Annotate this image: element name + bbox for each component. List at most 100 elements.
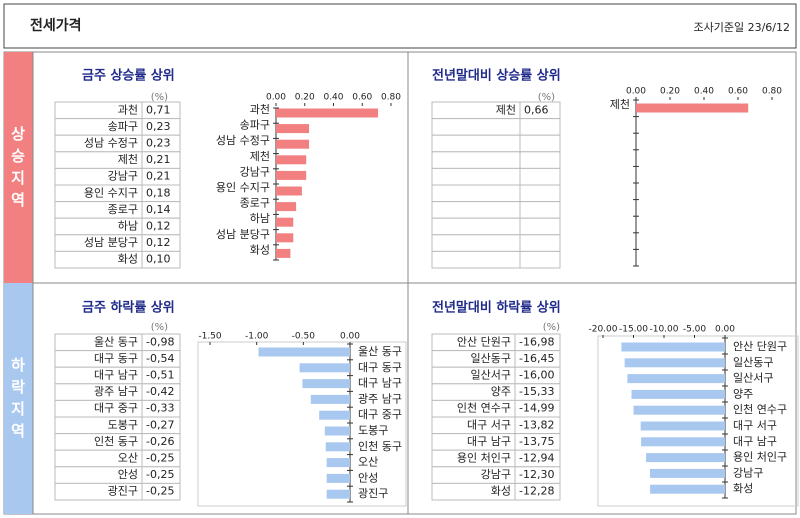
table-value: -15,33 xyxy=(519,385,554,398)
table-value: -12,94 xyxy=(519,452,554,465)
x-tick-label: 0.20 xyxy=(295,93,315,103)
category-label: 종로구 xyxy=(240,197,270,210)
table-name: 송파구 xyxy=(108,120,138,133)
bar xyxy=(326,489,350,499)
category-label: 인천 동구 xyxy=(358,439,402,453)
bar xyxy=(276,108,379,118)
header-box xyxy=(3,3,797,49)
bar xyxy=(636,103,749,113)
x-tick-label: 0.00 xyxy=(266,93,286,103)
table-value: 0,12 xyxy=(146,220,171,233)
table-cell xyxy=(431,201,521,219)
table-cell xyxy=(431,217,521,236)
category-label: 오산 xyxy=(358,456,378,469)
table-name: 울산 동구 xyxy=(94,335,138,348)
table-value: -16,98 xyxy=(519,335,554,348)
table-value: 0,23 xyxy=(146,120,171,133)
bar xyxy=(276,202,297,212)
table-name: 광진구 xyxy=(108,485,138,498)
bar xyxy=(276,217,294,227)
table-cell xyxy=(519,151,561,169)
table-name: 용인 처인구 xyxy=(457,452,511,465)
table-cell xyxy=(431,151,521,169)
x-tick-label: -20.00 xyxy=(588,325,617,335)
unit-label: (%) xyxy=(151,322,168,333)
category-label: 대구 남구 xyxy=(358,377,402,390)
x-tick-label: 0.80 xyxy=(381,93,401,103)
x-tick-label: 0.00 xyxy=(715,325,735,335)
table-name: 화성 xyxy=(491,485,511,498)
bar xyxy=(276,248,291,258)
category-label: 용인 처인구 xyxy=(733,451,787,464)
x-tick-label: -15.00 xyxy=(619,325,648,335)
table-value: -0,33 xyxy=(146,402,174,415)
table-name: 종로구 xyxy=(108,203,138,216)
table-value: -0,27 xyxy=(146,418,174,431)
category-label: 안산 단원구 xyxy=(733,340,787,353)
table-value: 0,21 xyxy=(146,170,171,183)
up-section xyxy=(4,52,33,283)
category-label: 성남 수정구 xyxy=(216,134,270,147)
table-value: -13,82 xyxy=(519,418,554,431)
bar xyxy=(310,394,350,404)
table-name: 대구 남구 xyxy=(94,369,138,382)
table-name: 용인 수지구 xyxy=(84,186,138,199)
table-name: 인천 연수구 xyxy=(457,401,511,415)
chart-frame xyxy=(597,335,799,507)
survey-date: 조사기준일 23/6/12 xyxy=(693,20,790,34)
bar xyxy=(646,453,725,463)
table-value: -14,99 xyxy=(519,402,554,415)
table-name: 오산 xyxy=(118,452,138,465)
panel-title: 전년말대비 상승률 상위 xyxy=(432,68,561,84)
table-value: -0,26 xyxy=(146,435,174,448)
down-section xyxy=(4,283,33,514)
table-name: 대구 동구 xyxy=(94,352,138,365)
table-value: -0,54 xyxy=(146,352,174,365)
x-tick-label: -1.00 xyxy=(245,332,269,342)
bar xyxy=(276,155,307,165)
category-label: 울산 동구 xyxy=(358,345,402,358)
table-cell xyxy=(431,184,521,203)
category-label: 안성 xyxy=(358,471,378,484)
table-value: -12,28 xyxy=(519,485,554,498)
category-label: 화성 xyxy=(733,482,753,495)
bar xyxy=(276,170,307,180)
category-label: 제천 xyxy=(610,97,630,111)
category-label: 대구 서구 xyxy=(733,419,777,432)
table-cell xyxy=(431,234,521,252)
table-cell xyxy=(431,118,521,136)
page-title: 전세가격 xyxy=(30,17,82,34)
bar xyxy=(276,233,294,243)
category-label: 과천 xyxy=(250,102,270,116)
table-value: 0,12 xyxy=(146,236,171,249)
table-value: -12,30 xyxy=(519,468,554,481)
category-label: 양주 xyxy=(733,387,753,400)
bar xyxy=(627,374,725,384)
table-cell xyxy=(431,250,521,269)
table-value: -0,98 xyxy=(146,335,174,348)
table-name: 화성 xyxy=(118,253,138,266)
table-name: 안성 xyxy=(118,468,138,481)
x-tick-label: 0.00 xyxy=(626,87,646,97)
table-value: 0,71 xyxy=(146,103,171,116)
bar xyxy=(624,358,725,368)
table-name: 하남 xyxy=(118,219,138,233)
table-value: -16,00 xyxy=(519,369,554,382)
table-cell xyxy=(519,217,561,236)
category-label: 일산서구 xyxy=(733,371,773,385)
bar xyxy=(641,437,725,447)
table-name: 일산서구 xyxy=(471,368,511,382)
category-label: 강남구 xyxy=(240,165,270,178)
bar xyxy=(631,389,725,399)
table-cell xyxy=(519,234,561,252)
unit-label: (%) xyxy=(543,322,560,333)
table-name: 제천 xyxy=(496,102,516,116)
unit-label: (%) xyxy=(538,92,555,103)
x-tick-label: 0.20 xyxy=(660,87,680,97)
table-value: 0,10 xyxy=(146,253,171,266)
bar xyxy=(650,484,725,494)
table-name: 대구 남구 xyxy=(467,435,511,448)
table-cell xyxy=(519,250,561,269)
table-value: -13,75 xyxy=(519,435,554,448)
